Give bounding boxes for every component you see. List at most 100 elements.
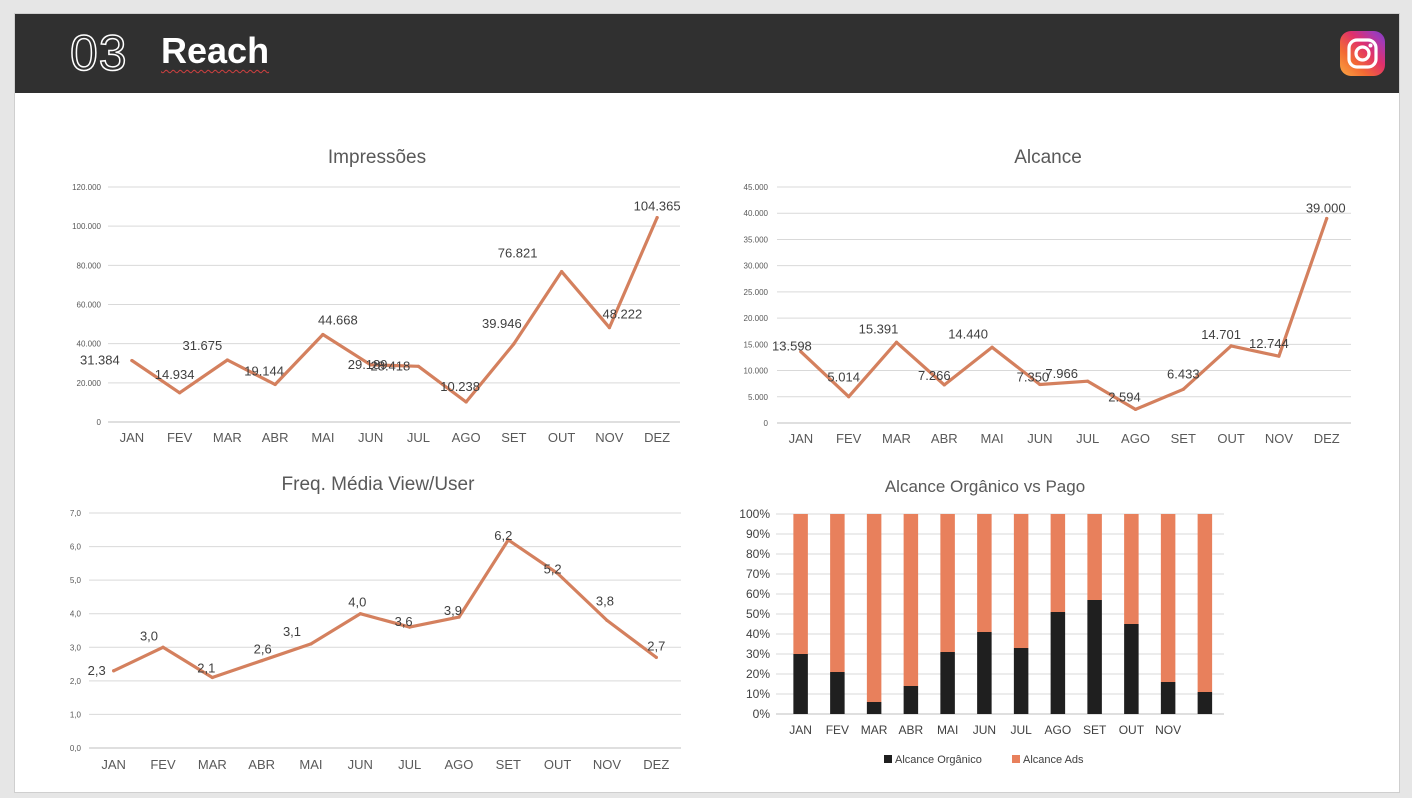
- freq-media-chart: Freq. Média View/User 0,0 1,0 2,0 3,0 4,0 5,0…: [70, 474, 681, 772]
- data-label: 14.701: [1201, 327, 1241, 342]
- data-label: 39.000: [1306, 200, 1346, 215]
- data-point: [161, 645, 165, 649]
- data-point: [464, 400, 468, 404]
- y-tick-label: 5.000: [748, 393, 769, 402]
- legend-swatch: [884, 755, 892, 763]
- y-tick-label: 0%: [753, 707, 771, 721]
- data-label: 3,8: [596, 593, 614, 608]
- data-label: 14.934: [155, 367, 195, 382]
- bar-ads: [977, 514, 992, 632]
- data-point: [607, 325, 611, 330]
- data-point: [369, 363, 373, 367]
- x-tick-label: DEZ: [644, 430, 670, 445]
- x-tick-label: OUT: [1217, 431, 1245, 446]
- bar-ads: [866, 514, 882, 702]
- data-point: [112, 669, 116, 673]
- y-tick-label: 30%: [746, 647, 770, 661]
- data-label: 28.418: [370, 358, 410, 373]
- y-tick-label: 35.000: [744, 235, 769, 244]
- data-point: [1277, 354, 1281, 358]
- y-tick-label: 60.000: [77, 301, 102, 310]
- y-tick-label: 20%: [746, 667, 770, 681]
- bar-organic: [903, 686, 919, 714]
- data-point: [990, 345, 994, 349]
- y-tick-label: 100%: [739, 507, 770, 521]
- data-point: [799, 350, 803, 354]
- data-label: 44.668: [318, 313, 358, 328]
- y-tick-label: 100.000: [72, 222, 101, 231]
- organico-vs-pago-chart: Alcance Orgânico vs Pago 0% 10% 20% 30% 40% 5…: [739, 477, 1224, 766]
- y-tick-label: 1,0: [70, 710, 82, 719]
- x-tick-label: SET: [496, 757, 521, 772]
- data-label: 2,7: [647, 638, 665, 653]
- data-point: [358, 612, 362, 616]
- x-tick-label: OUT: [544, 757, 572, 772]
- x-tick-label: MAI: [299, 757, 322, 772]
- data-label: 2,3: [88, 663, 106, 678]
- x-tick-label: NOV: [595, 430, 624, 445]
- x-tick-label: JAN: [101, 757, 126, 772]
- data-label: 6,2: [494, 528, 512, 543]
- y-tick-label: 70%: [746, 567, 770, 581]
- data-point: [847, 395, 851, 399]
- data-point: [457, 615, 461, 619]
- y-tick-label: 0: [97, 418, 102, 427]
- y-tick-label: 4,0: [70, 610, 82, 619]
- x-tick-label: DEZ: [1314, 431, 1340, 446]
- y-tick-label: 20.000: [744, 314, 769, 323]
- slide: 03 Reach: [14, 13, 1400, 793]
- bar-organic: [940, 652, 955, 714]
- legend-swatch: [1012, 755, 1020, 763]
- x-tick-label: JUN: [348, 757, 373, 772]
- x-tick-label: MAI: [311, 430, 334, 445]
- header-bar: 03 Reach: [15, 14, 1399, 93]
- data-label: 4,0: [348, 595, 366, 610]
- data-label: 15.391: [859, 321, 899, 336]
- bar-ads: [903, 514, 919, 686]
- data-label: 12.744: [1249, 336, 1289, 351]
- data-point: [1181, 387, 1185, 391]
- data-point: [1038, 382, 1042, 387]
- data-point: [556, 571, 560, 576]
- data-point: [605, 618, 609, 623]
- x-tick-label: NOV: [1155, 723, 1181, 737]
- impressoes-chart: Impressões 0 20.000 40.000 60.000 80.000 100.…: [72, 147, 681, 445]
- x-tick-label: FEV: [167, 430, 193, 445]
- data-label: 19.144: [244, 364, 284, 379]
- y-tick-label: 120.000: [72, 183, 101, 192]
- x-tick-label: ABR: [931, 431, 958, 446]
- data-point: [654, 655, 658, 659]
- x-tick-label: SET: [501, 430, 526, 445]
- data-point: [942, 383, 946, 387]
- bar-ads: [1050, 514, 1066, 612]
- x-tick-label: JAN: [789, 431, 814, 446]
- x-tick-label: JAN: [789, 723, 812, 737]
- x-tick-label: MAI: [937, 723, 958, 737]
- data-label: 2.594: [1108, 389, 1141, 404]
- data-label: 2,1: [197, 661, 215, 676]
- data-label: 7.266: [918, 368, 951, 383]
- bar-organic: [977, 632, 992, 714]
- y-tick-label: 30.000: [744, 262, 769, 271]
- data-label: 104.365: [634, 199, 681, 214]
- bar-ads: [1013, 514, 1029, 648]
- data-label: 3,6: [395, 614, 413, 629]
- y-tick-label: 2,0: [70, 677, 82, 686]
- data-label: 3,1: [283, 624, 301, 639]
- instagram-icon[interactable]: [1340, 31, 1385, 76]
- data-label: 13.598: [772, 339, 812, 354]
- x-tick-label: FEV: [836, 431, 862, 446]
- x-tick-label: ABR: [248, 757, 275, 772]
- x-tick-label: JUN: [1027, 431, 1052, 446]
- data-point: [1229, 344, 1233, 348]
- data-point: [260, 659, 264, 663]
- alcance-chart: Alcance 0 5.000 10.000 15.000 20.000 25.000 30…: [744, 147, 1351, 446]
- bar-ads: [1087, 514, 1102, 600]
- data-point: [130, 358, 134, 363]
- data-point: [178, 391, 182, 395]
- x-tick-label: DEZ: [643, 757, 669, 772]
- data-point: [560, 269, 564, 274]
- data-label: 5,2: [544, 561, 562, 576]
- x-tick-label: AGO: [452, 430, 481, 445]
- y-tick-label: 50%: [746, 607, 770, 621]
